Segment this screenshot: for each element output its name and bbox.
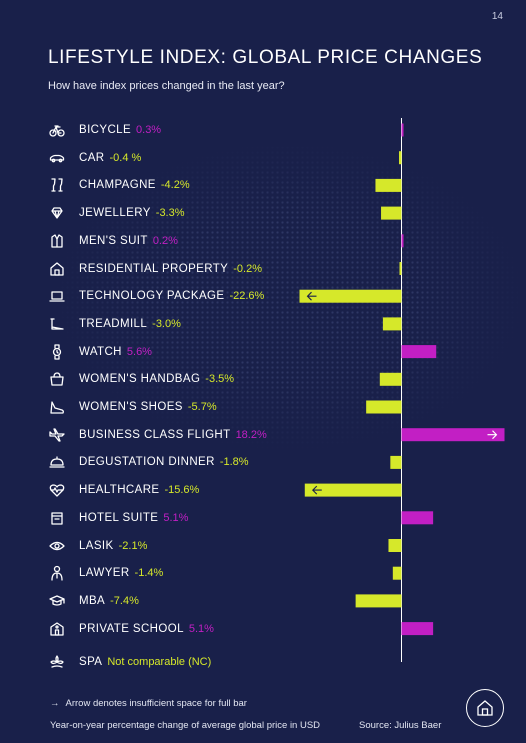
bar <box>392 566 402 580</box>
value-label: -0.4 % <box>109 151 142 164</box>
jewellery-icon <box>46 204 68 222</box>
category-label: CHAMPAGNE <box>79 179 156 192</box>
category-label: TREADMILL <box>79 317 148 330</box>
category-label: LAWYER <box>79 567 130 580</box>
category-label: BICYCLE <box>79 124 132 136</box>
watch-icon <box>46 343 68 361</box>
value-label: -1.8% <box>219 456 249 469</box>
bar <box>355 594 402 608</box>
value-label: -3.5% <box>205 373 235 386</box>
value-label: -3.0% <box>152 317 181 330</box>
category-label: MBA <box>79 594 106 607</box>
category-label: JEWELLERY <box>79 207 151 220</box>
plane-icon <box>46 426 68 444</box>
category-label: BUSINESS CLASS FLIGHT <box>79 428 231 441</box>
category-label: WOMEN'S SHOES <box>79 401 183 413</box>
chart-row: TREADMILL -3.0% <box>46 313 181 335</box>
value-label: 5.6% <box>126 345 152 358</box>
value-label: -4.2% <box>160 179 190 192</box>
footnote-text: Arrow denotes insufficient space for ful… <box>65 698 247 709</box>
chart-row: RESIDENTIAL PROPERTY -0.2% <box>46 258 262 280</box>
heart-pulse-icon <box>46 481 68 499</box>
value-label: -5.7% <box>187 401 217 413</box>
cloche-icon <box>46 453 68 471</box>
school-icon <box>46 620 68 638</box>
suit-icon <box>46 232 68 250</box>
lawyer-icon <box>46 564 68 582</box>
handbag-icon <box>46 370 68 388</box>
home-button[interactable] <box>466 689 504 727</box>
arrow-icon: → <box>50 698 60 709</box>
page-subtitle: How have index prices changed in the las… <box>48 80 285 92</box>
treadmill-icon <box>46 315 68 333</box>
value-label: -1.4% <box>134 567 164 580</box>
house-icon <box>46 260 68 278</box>
chart-row: WOMEN'S HANDBAG -3.5% <box>46 368 234 390</box>
value-label: 0.3% <box>136 124 162 136</box>
chart-row: MBA -7.4% <box>46 590 139 612</box>
chart-row: LAWYER -1.4% <box>46 562 163 584</box>
value-label: -0.2% <box>233 262 262 275</box>
category-label: MEN'S SUIT <box>79 234 148 247</box>
chart-row: BICYCLE 0.3% <box>46 119 161 141</box>
hotel-icon <box>46 509 68 527</box>
chart-row: CAR -0.4 % <box>46 147 141 169</box>
champagne-icon <box>46 176 68 194</box>
value-label: 5.1% <box>188 622 214 635</box>
category-label: TECHNOLOGY PACKAGE <box>79 290 225 303</box>
chart-row: MEN'S SUIT 0.2% <box>46 230 178 252</box>
chart-row: LASIK -2.1% <box>46 535 147 557</box>
chart-row: TECHNOLOGY PACKAGE -22.6% <box>46 285 264 307</box>
category-label: CAR <box>79 151 105 164</box>
value-label: -22.6% <box>229 290 265 303</box>
chart-row: CHAMPAGNE -4.2% <box>46 174 190 196</box>
chart-row: DEGUSTATION DINNER -1.8% <box>46 451 249 473</box>
chart-row: WOMEN'S SHOES -5.7% <box>46 396 217 418</box>
home-icon <box>477 700 493 716</box>
category-label: DEGUSTATION DINNER <box>79 456 215 469</box>
category-label: WOMEN'S HANDBAG <box>79 373 201 386</box>
graduation-cap-icon <box>46 592 68 610</box>
category-label: PRIVATE SCHOOL <box>79 622 184 635</box>
category-label: SPA <box>79 656 103 668</box>
source-credit: Source: Julius Baer <box>359 720 442 731</box>
bar <box>401 622 434 636</box>
spa-icon <box>46 653 68 671</box>
footnote: → Arrow denotes insufficient space for fu… <box>50 698 247 709</box>
value-label: 5.1% <box>163 511 189 524</box>
bicycle-icon <box>46 121 68 139</box>
category-label: WATCH <box>79 345 122 358</box>
category-label: RESIDENTIAL PROPERTY <box>79 262 229 275</box>
value-label: 18.2% <box>235 428 267 441</box>
world-map-background <box>0 90 526 550</box>
page-title: LIFESTYLE INDEX: GLOBAL PRICE CHANGES <box>48 47 483 68</box>
page-number: 14 <box>491 11 503 22</box>
category-label: HEALTHCARE <box>79 484 160 497</box>
value-label: 0.2% <box>152 234 178 247</box>
eye-icon <box>46 537 68 555</box>
chart-row: PRIVATE SCHOOL 5.1% <box>46 618 214 640</box>
chart-row: HEALTHCARE -15.6% <box>46 479 199 501</box>
category-label: LASIK <box>79 539 114 552</box>
chart-row: WATCH 5.6% <box>46 341 152 363</box>
chart-row: HOTEL SUITE 5.1% <box>46 507 188 529</box>
laptop-icon <box>46 287 68 305</box>
shoe-icon <box>46 398 68 416</box>
value-label: -2.1% <box>118 539 148 552</box>
category-label: HOTEL SUITE <box>79 511 159 524</box>
car-icon <box>46 149 68 167</box>
chart-row: JEWELLERY -3.3% <box>46 202 185 224</box>
value-label: Not comparable (NC) <box>107 656 212 668</box>
chart-row: SPA Not comparable (NC) <box>46 651 211 673</box>
axis-caption: Year-on-year percentage change of averag… <box>50 720 321 731</box>
value-label: -3.3% <box>155 207 185 220</box>
chart-row: BUSINESS CLASS FLIGHT 18.2% <box>46 424 267 446</box>
value-label: -15.6% <box>164 484 200 497</box>
value-label: -7.4% <box>110 594 139 607</box>
